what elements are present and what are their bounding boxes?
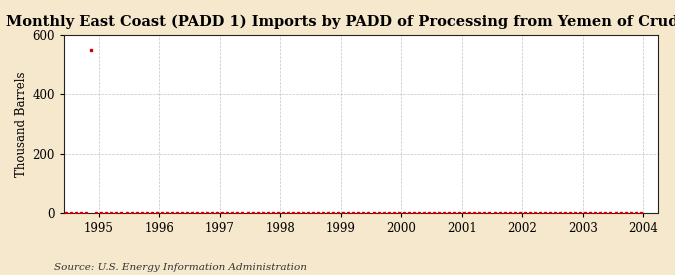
Y-axis label: Thousand Barrels: Thousand Barrels: [15, 71, 28, 177]
Text: Source: U.S. Energy Information Administration: Source: U.S. Energy Information Administ…: [54, 263, 307, 272]
Title: Monthly East Coast (PADD 1) Imports by PADD of Processing from Yemen of Crude Oi: Monthly East Coast (PADD 1) Imports by P…: [5, 15, 675, 29]
